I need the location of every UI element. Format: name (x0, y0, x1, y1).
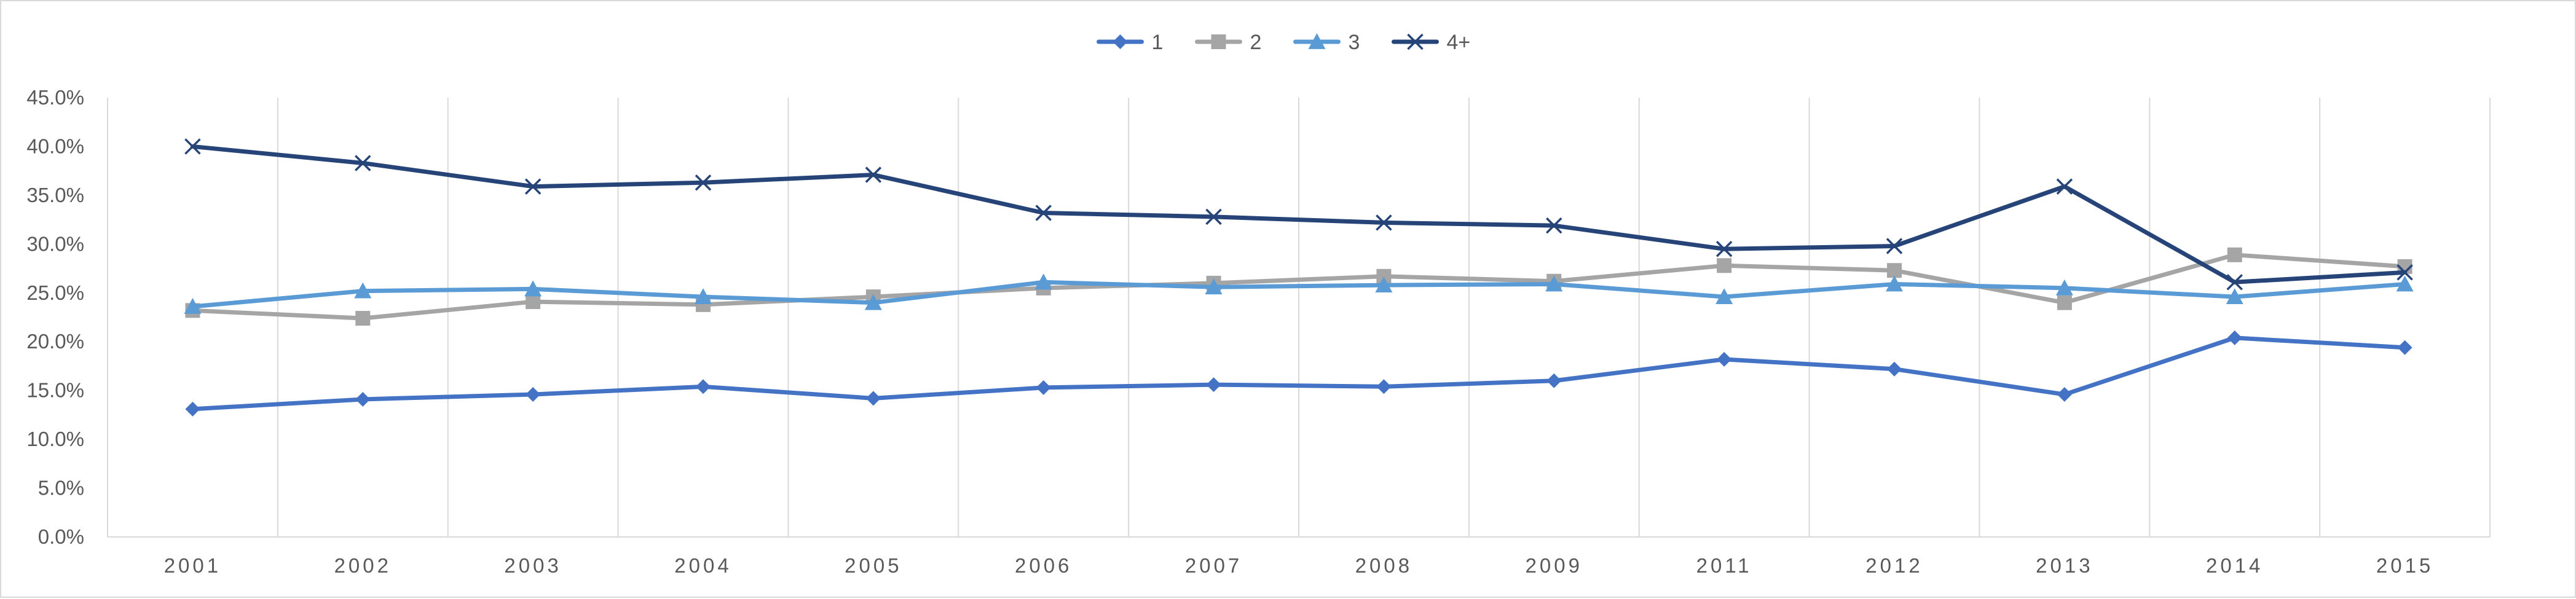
data-point (184, 298, 202, 314)
legend-item-2: 2 (1195, 31, 1262, 54)
data-point (1205, 208, 1222, 225)
data-point (1887, 263, 1902, 278)
grid-lines (107, 98, 2491, 537)
legend-label: 3 (1349, 31, 1360, 54)
x-tick-label: 2014 (2206, 554, 2263, 577)
data-point (695, 174, 712, 191)
x-tick-label: 2012 (1865, 554, 1923, 577)
x-tick-label: 2001 (164, 554, 221, 577)
data-point (865, 166, 882, 183)
data-point (1375, 276, 1393, 292)
data-point (1715, 288, 1733, 305)
series-2 (185, 247, 2413, 326)
series-line (190, 335, 2408, 412)
y-tick-label: 45.0% (26, 86, 84, 109)
data-point (2397, 340, 2413, 355)
data-point (1036, 380, 1051, 395)
data-point (524, 280, 542, 297)
legend-label: 1 (1152, 31, 1164, 54)
data-point (2226, 274, 2243, 291)
data-point (1205, 278, 1223, 295)
data-point (865, 391, 881, 406)
series-layer (184, 138, 2414, 417)
data-point (1034, 273, 1052, 290)
x-tick-label: 2006 (1015, 554, 1072, 577)
legend-label: 2 (1250, 31, 1262, 54)
y-tick-label: 25.0% (26, 281, 84, 304)
legend-marker (1308, 33, 1326, 49)
series-line (190, 144, 2408, 284)
y-tick-label: 5.0% (38, 477, 84, 499)
legend-item-4: 4+ (1392, 31, 1471, 54)
series-1 (185, 330, 2413, 417)
y-tick-label: 15.0% (26, 379, 84, 402)
x-tick-label: 2013 (2036, 554, 2093, 577)
data-point (355, 311, 371, 326)
data-point (1717, 351, 1732, 367)
axes: 0.0% 5.0% 10.0% 15.0% 20.0% 25.0% 30.0% 35.0% 40… (26, 86, 2490, 577)
x-tick-label: 2009 (1526, 554, 1583, 577)
legend-marker (1113, 34, 1128, 49)
data-point (2055, 279, 2073, 296)
x-tick-label: 2015 (2376, 554, 2433, 577)
data-point (524, 178, 542, 195)
legend-item-1: 1 (1097, 31, 1164, 54)
data-point (1035, 205, 1052, 221)
data-point (184, 138, 201, 155)
data-point (354, 282, 372, 299)
data-point (2396, 275, 2414, 292)
data-point (1886, 238, 1903, 254)
x-tick-label: 2011 (1696, 554, 1752, 577)
data-point (2397, 264, 2413, 281)
series-line (190, 253, 2408, 321)
x-tick-label: 2005 (845, 554, 902, 577)
legend-label: 4+ (1447, 31, 1471, 54)
legend: 1 2 3 4+ (1097, 31, 1471, 54)
data-point (1376, 379, 1392, 394)
data-point (526, 294, 541, 310)
data-point (2057, 295, 2072, 310)
data-point (695, 288, 712, 305)
data-point (696, 379, 711, 394)
y-tick-label: 20.0% (26, 330, 84, 353)
data-point (1206, 377, 1221, 393)
x-tick-label: 2004 (674, 554, 731, 577)
data-point (2227, 330, 2242, 345)
data-point (1715, 241, 1733, 257)
series-4 (184, 138, 2413, 291)
y-tick-label: 0.0% (38, 525, 84, 548)
data-point (2056, 178, 2073, 195)
data-point (1545, 275, 1563, 292)
data-point (2057, 387, 2072, 402)
y-tick-label: 35.0% (26, 184, 84, 206)
y-tick-label: 40.0% (26, 135, 84, 157)
x-tick-label: 2007 (1185, 554, 1242, 577)
data-point (185, 401, 200, 417)
data-point (1887, 361, 1902, 377)
data-point (2226, 288, 2243, 305)
data-point (864, 294, 882, 310)
data-point (1717, 258, 1732, 273)
x-tick-label: 2003 (504, 554, 561, 577)
y-tick-label: 30.0% (26, 232, 84, 255)
data-point (1376, 214, 1392, 231)
data-point (1886, 275, 1903, 292)
data-point (1546, 217, 1562, 234)
legend-marker (1407, 33, 1424, 50)
legend-marker (1211, 34, 1226, 49)
y-tick-label: 10.0% (26, 428, 84, 450)
data-point (1546, 373, 1562, 388)
series-3 (184, 273, 2414, 314)
x-tick-label: 2002 (334, 554, 392, 577)
legend-item-3: 3 (1293, 31, 1360, 54)
data-point (355, 155, 371, 171)
series-line (190, 280, 2408, 309)
data-point (2227, 247, 2242, 262)
data-point (526, 387, 541, 402)
x-tick-label: 2008 (1355, 554, 1412, 577)
data-point (355, 391, 371, 407)
